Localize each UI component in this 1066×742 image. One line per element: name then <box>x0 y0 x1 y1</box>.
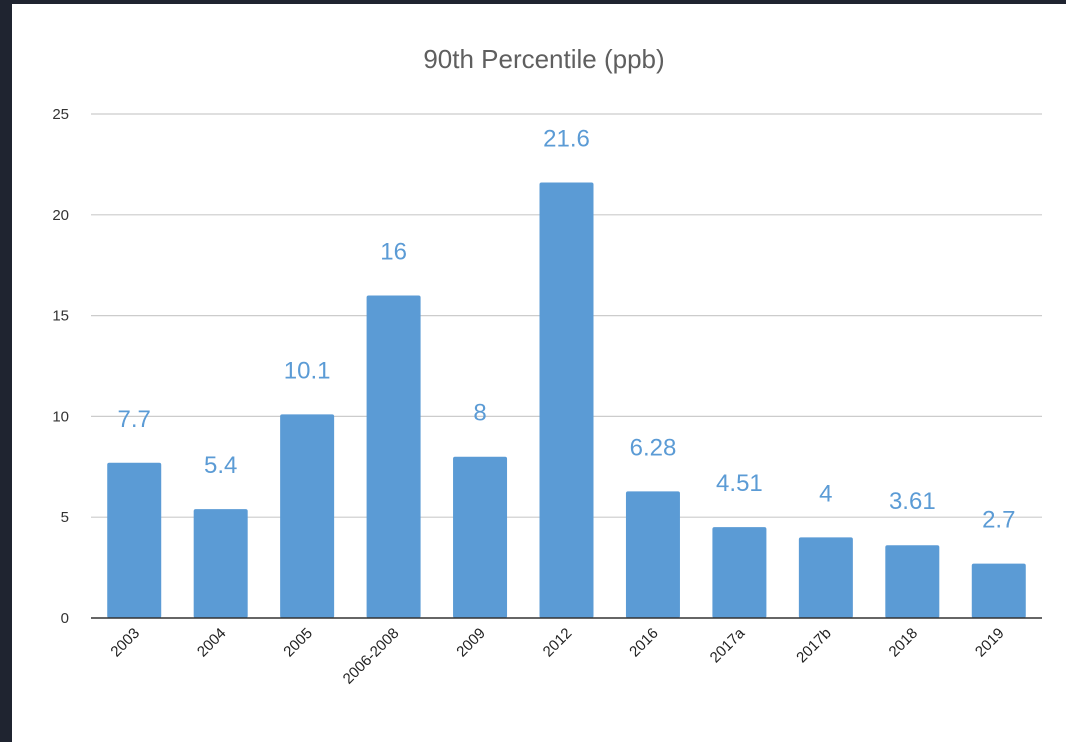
y-tick-label: 15 <box>52 308 69 325</box>
x-tick-label: 2019 <box>972 625 1008 661</box>
x-tick-label: 2018 <box>886 625 922 661</box>
x-tick-label: 2016 <box>626 625 662 661</box>
y-tick-label: 25 <box>52 106 69 123</box>
data-label: 2.7 <box>982 507 1015 534</box>
bar <box>107 462 162 618</box>
data-label: 21.6 <box>543 126 590 153</box>
x-tick-label: 2017b <box>793 625 835 667</box>
y-tick-label: 20 <box>52 207 69 224</box>
data-label: 4 <box>819 480 832 507</box>
y-tick-label: 5 <box>61 509 69 526</box>
bars <box>107 182 1026 618</box>
x-tick-label: 2009 <box>453 625 489 661</box>
data-label: 4.51 <box>716 470 763 497</box>
bar <box>280 414 335 618</box>
bar-chart: 90th Percentile (ppb) 0 5 10 15 20 25 7.7 5.4 1… <box>52 44 1042 688</box>
x-tick-label: 2004 <box>194 625 230 661</box>
x-tick-label: 2006-2008 <box>340 625 403 688</box>
bar <box>798 537 853 618</box>
x-tick-label: 2003 <box>107 625 143 661</box>
bar <box>971 563 1026 618</box>
data-label: 8 <box>473 400 486 427</box>
x-tick-label: 2017a <box>707 624 749 666</box>
y-tick-label: 0 <box>61 610 69 627</box>
bar <box>712 527 767 618</box>
x-tick-label: 2005 <box>280 625 316 661</box>
data-label: 10.1 <box>284 357 331 384</box>
bar <box>539 182 594 618</box>
x-tick-label: 2012 <box>540 625 576 661</box>
y-tick-label: 10 <box>52 408 69 425</box>
data-label: 3.61 <box>889 488 936 515</box>
chart-title: 90th Percentile (ppb) <box>423 44 664 74</box>
chart-frame: 90th Percentile (ppb) 0 5 10 15 20 25 7.7 5.4 1… <box>12 4 1066 742</box>
data-label: 5.4 <box>204 452 237 479</box>
data-label: 16 <box>380 238 407 265</box>
bar <box>193 509 248 618</box>
bar <box>885 545 940 618</box>
data-label: 7.7 <box>118 406 151 433</box>
y-axis-ticks: 0 5 10 15 20 25 <box>52 106 69 627</box>
bar <box>453 456 508 618</box>
bar <box>625 491 680 618</box>
x-axis-ticks: 2003 2004 2005 2006-2008 2009 2012 2016 2017a 20… <box>107 624 1007 687</box>
data-labels: 7.7 5.4 10.1 16 8 21.6 6.28 4.51 4 3.61 2.7 <box>118 126 1016 534</box>
bar <box>366 295 421 618</box>
data-label: 6.28 <box>630 434 677 461</box>
